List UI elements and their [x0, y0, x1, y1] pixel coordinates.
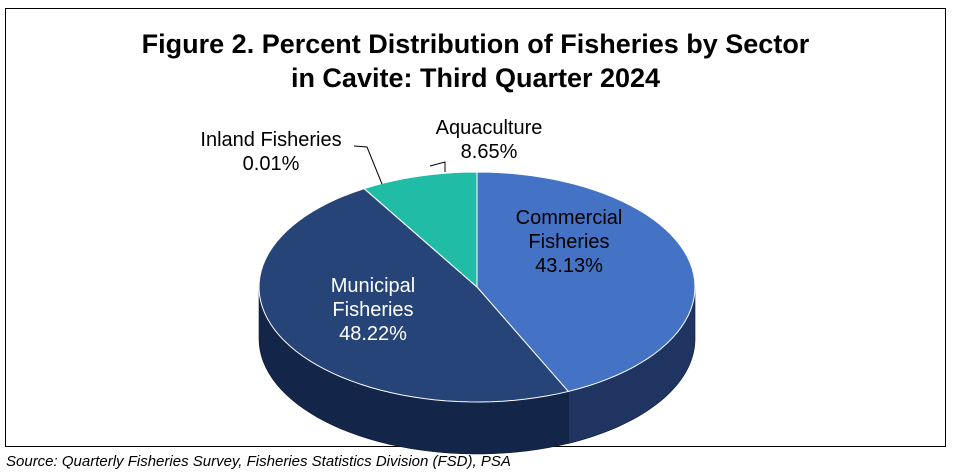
- data-label-name-commercial-fisheries: Fisheries: [528, 231, 609, 253]
- data-label-value-inland-fisheries: 0.01%: [243, 153, 300, 175]
- chart-title-line-2: in Cavite: Third Quarter 2024: [290, 63, 661, 93]
- data-label-name-municipal-fisheries: Fisheries: [332, 299, 413, 321]
- leader-line-aquaculture: [429, 161, 446, 172]
- chart-title-line-1: Figure 2. Percent Distribution of Fisher…: [141, 29, 810, 59]
- data-label-value-aquaculture: 8.65%: [461, 141, 518, 163]
- pie-slice-commercial-fisheries: [476, 171, 696, 393]
- leader-line-inland-fisheries: [353, 145, 383, 185]
- data-label-name-municipal-fisheries: Municipal: [331, 275, 415, 297]
- data-label-name-aquaculture: Aquaculture: [436, 117, 543, 139]
- data-label-name-commercial-fisheries: Commercial: [516, 207, 623, 229]
- pie-slice-municipal-fisheries: [258, 188, 570, 403]
- pie-slice-aquaculture: [363, 171, 478, 289]
- data-label-value-municipal-fisheries: 48.22%: [339, 323, 407, 345]
- source-note: Source: Quarterly Fisheries Survey, Fish…: [6, 453, 511, 470]
- chart-title: Figure 2. Percent Distribution of Fisher…: [6, 27, 945, 95]
- data-label-name-inland-fisheries: Inland Fisheries: [200, 129, 341, 151]
- data-label-value-commercial-fisheries: 43.13%: [535, 255, 603, 277]
